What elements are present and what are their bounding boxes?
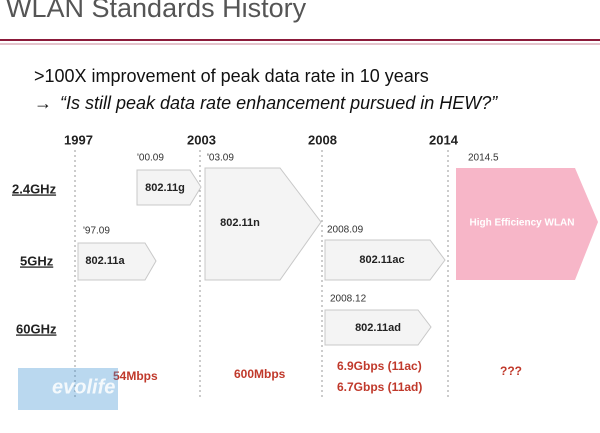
speed-label: 6.9Gbps (11ac) [337, 359, 422, 373]
year-label: 2008 [308, 132, 337, 147]
standard-date: 2014.5 [468, 153, 499, 164]
bullet: >100X improvement of peak data rate in 1… [34, 66, 429, 86]
year-label: 2003 [187, 132, 216, 147]
standard-label: High Efficiency WLAN [469, 218, 574, 229]
speed-label: 6.7Gbps (11ad) [337, 380, 422, 394]
standard-shape [324, 309, 432, 346]
slide-title: WLAN Standards History [6, 0, 307, 23]
speed-label: 600Mbps [234, 367, 286, 381]
year-label: 1997 [64, 132, 93, 147]
standard-shape [136, 169, 202, 206]
band-label: 2.4GHz [12, 181, 57, 196]
standard-label: 802.11ad [355, 322, 401, 334]
watermark-bg [18, 368, 118, 410]
speed-label: 54Mbps [113, 369, 158, 383]
bullet-arrow: → [34, 93, 52, 113]
standard-date: '00.09 [137, 153, 164, 164]
standard-date: '03.09 [207, 153, 234, 164]
standard-shape [204, 167, 322, 281]
year-label: 2014 [429, 132, 459, 147]
standard-date: '97.09 [83, 226, 110, 237]
watermark: evolife [52, 376, 115, 398]
band-label: 5GHz [20, 253, 54, 268]
standard-label: 802.11n [220, 217, 260, 229]
standard-label: 802.11ac [359, 254, 404, 266]
bullet: “Is still peak data rate enhancement pur… [60, 93, 498, 113]
band-label: 60GHz [16, 321, 57, 336]
standard-label: 802.11a [85, 255, 125, 267]
hew-shape [456, 168, 598, 280]
standard-date: 2008.12 [330, 294, 367, 305]
standard-shape [324, 239, 446, 281]
standard-shape [77, 242, 157, 281]
standard-label: 802.11g [145, 182, 185, 194]
standard-date: 2008.09 [327, 225, 364, 236]
speed-label: ??? [500, 364, 522, 378]
